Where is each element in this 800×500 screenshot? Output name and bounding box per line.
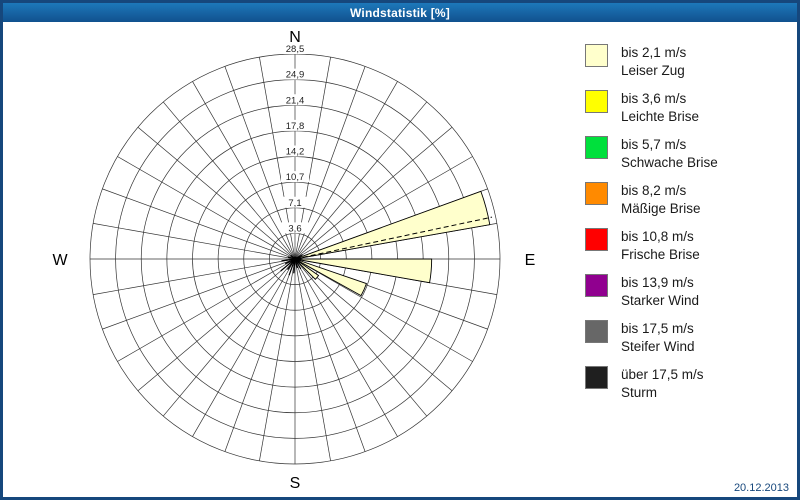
legend-speed-label: bis 10,8 m/s (621, 229, 694, 244)
ring-label: 3,6 (288, 223, 301, 234)
legend-class-label: Sturm (621, 385, 658, 400)
wind-petal (294, 258, 320, 280)
legend-speed-label: über 17,5 m/s (621, 367, 704, 382)
date-label: 20.12.2013 (733, 482, 789, 494)
grid-spoke (93, 223, 296, 260)
legend-speed-label: bis 5,7 m/s (621, 137, 687, 152)
window-title: Windstatistik [%] (350, 5, 450, 20)
legend-item: bis 5,7 m/s Schwache Brise (585, 136, 718, 172)
legend-speed-label: bis 17,5 m/s (621, 321, 694, 336)
ring-label: 17,8 (286, 121, 305, 132)
compass-west: W (52, 252, 68, 269)
legend-swatch (585, 366, 608, 389)
legend-swatch (585, 274, 608, 297)
grid-spoke (294, 258, 331, 461)
grid-spoke (137, 258, 296, 392)
ring-label: 21,4 (286, 95, 305, 106)
grid-spoke (102, 258, 296, 330)
legend-swatch (585, 136, 608, 159)
legend-swatch (585, 228, 608, 251)
compass-east: E (525, 252, 536, 269)
mean-direction-line (294, 216, 493, 260)
grid-spoke (162, 258, 296, 417)
grid-spoke (224, 258, 296, 452)
grid-spoke (294, 258, 473, 362)
legend-text: bis 5,7 m/s Schwache Brise (621, 136, 718, 172)
legend-speed-label: bis 8,2 m/s (621, 183, 687, 198)
grid-spoke (294, 101, 428, 260)
ring-label: 7,1 (288, 198, 301, 209)
grid-spoke (117, 258, 296, 362)
ring-label-bg (281, 68, 309, 80)
center-spike (288, 258, 296, 276)
grid-spoke (294, 156, 473, 260)
legend-class-label: Starker Wind (621, 293, 700, 308)
grid-spoke (192, 258, 296, 437)
ring-label-bg (281, 94, 309, 106)
ring-label-bg (281, 171, 309, 183)
ring-label: 24,9 (286, 70, 305, 81)
ring-label: 28,5 (286, 44, 305, 55)
legend-text: bis 3,6 m/s Leichte Brise (621, 90, 699, 126)
legend-swatch (585, 182, 608, 205)
grid-spoke (192, 81, 296, 260)
legend-class-label: Leiser Zug (621, 63, 685, 78)
legend-item: bis 17,5 m/s Steifer Wind (585, 320, 718, 356)
legend-class-label: Frische Brise (621, 247, 700, 262)
grid-spoke (294, 258, 398, 437)
wind-petal (294, 258, 433, 284)
legend: bis 2,1 m/s Leiser Zug bis 3,6 m/s Leichte … (585, 44, 718, 412)
legend-swatch (585, 90, 608, 113)
legend-text: bis 17,5 m/s Steifer Wind (621, 320, 695, 356)
legend-item: bis 2,1 m/s Leiser Zug (585, 44, 718, 80)
grid-spoke (117, 156, 296, 260)
legend-speed-label: bis 2,1 m/s (621, 45, 687, 60)
legend-text: über 17,5 m/s Sturm (621, 366, 704, 402)
grid-spoke (137, 126, 296, 260)
legend-class-label: Schwache Brise (621, 155, 718, 170)
legend-item: über 17,5 m/s Sturm (585, 366, 718, 402)
grid-spoke (294, 126, 453, 260)
legend-text: bis 2,1 m/s Leiser Zug (621, 44, 686, 80)
center-spike (280, 258, 296, 272)
grid-spoke (102, 188, 296, 260)
compass-north: N (289, 29, 301, 46)
wind-petal (294, 258, 367, 297)
ring-label-bg (281, 119, 309, 131)
legend-text: bis 8,2 m/s Mäßige Brise (621, 182, 701, 218)
legend-class-label: Mäßige Brise (621, 201, 701, 216)
grid-spoke (162, 101, 296, 260)
wind-petal (294, 190, 491, 260)
center-dot (292, 256, 298, 262)
legend-item: bis 13,9 m/s Starker Wind (585, 274, 718, 310)
grid-spoke (294, 258, 428, 417)
legend-swatch (585, 320, 608, 343)
legend-item: bis 8,2 m/s Mäßige Brise (585, 182, 718, 218)
ring-label-bg (281, 43, 309, 54)
grid-spoke (93, 258, 296, 295)
grid-spoke (294, 258, 366, 452)
legend-speed-label: bis 13,9 m/s (621, 275, 694, 290)
ring-label-bg (281, 222, 309, 234)
compass-south: S (290, 475, 301, 492)
legend-text: bis 10,8 m/s Frische Brise (621, 228, 700, 264)
windrose-chart: 3,6 7,1 10,7 14,2 17,8 21,4 24,9 28,5N S W E (52, 29, 536, 492)
ring-label-bg (281, 196, 309, 208)
ring-label: 14,2 (286, 147, 305, 158)
legend-speed-label: bis 3,6 m/s (621, 91, 687, 106)
legend-item: bis 10,8 m/s Frische Brise (585, 228, 718, 264)
legend-item: bis 3,6 m/s Leichte Brise (585, 90, 718, 126)
grid-spoke (294, 81, 398, 260)
legend-swatch (585, 44, 608, 67)
legend-class-label: Leichte Brise (621, 109, 700, 124)
legend-text: bis 13,9 m/s Starker Wind (621, 274, 699, 310)
titlebar: Windstatistik [%] (3, 3, 797, 22)
grid-spoke (259, 258, 296, 461)
ring-label-bg (281, 145, 309, 157)
chart-area: 3,6 7,1 10,7 14,2 17,8 21,4 24,9 28,5 N S W E bis 2… (3, 22, 797, 497)
legend-class-label: Steifer Wind (621, 339, 695, 354)
ring-label: 10,7 (286, 172, 305, 183)
grid-spoke (294, 258, 453, 392)
